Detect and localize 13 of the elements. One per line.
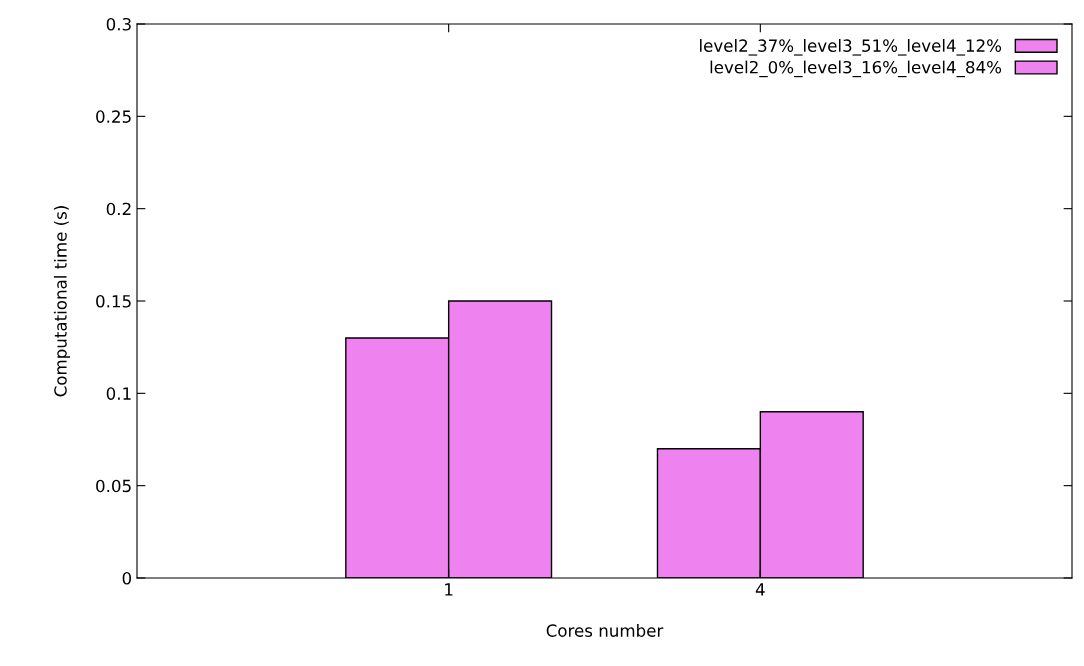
y-tick-label: 0.3 bbox=[106, 17, 131, 31]
y-tick-label: 0.15 bbox=[96, 294, 131, 308]
y-axis-title: Computational time (s) bbox=[53, 206, 71, 397]
x-tick-label: 4 bbox=[755, 583, 765, 596]
y-tick-label: 0.05 bbox=[96, 479, 131, 493]
y-tick-label: 0.1 bbox=[106, 387, 131, 400]
legend-label: level2_0%_level3_16%_level4_84% bbox=[710, 60, 1002, 78]
legend-label: level2_37%_level3_51%_level4_12% bbox=[700, 39, 1002, 56]
y-tick-label: 0.25 bbox=[96, 110, 131, 123]
x-axis-title: Cores number bbox=[546, 623, 664, 637]
y-tick-label: 0 bbox=[122, 571, 132, 585]
x-tick-label: 1 bbox=[445, 583, 453, 596]
y-tick-label: 0.2 bbox=[106, 202, 131, 216]
